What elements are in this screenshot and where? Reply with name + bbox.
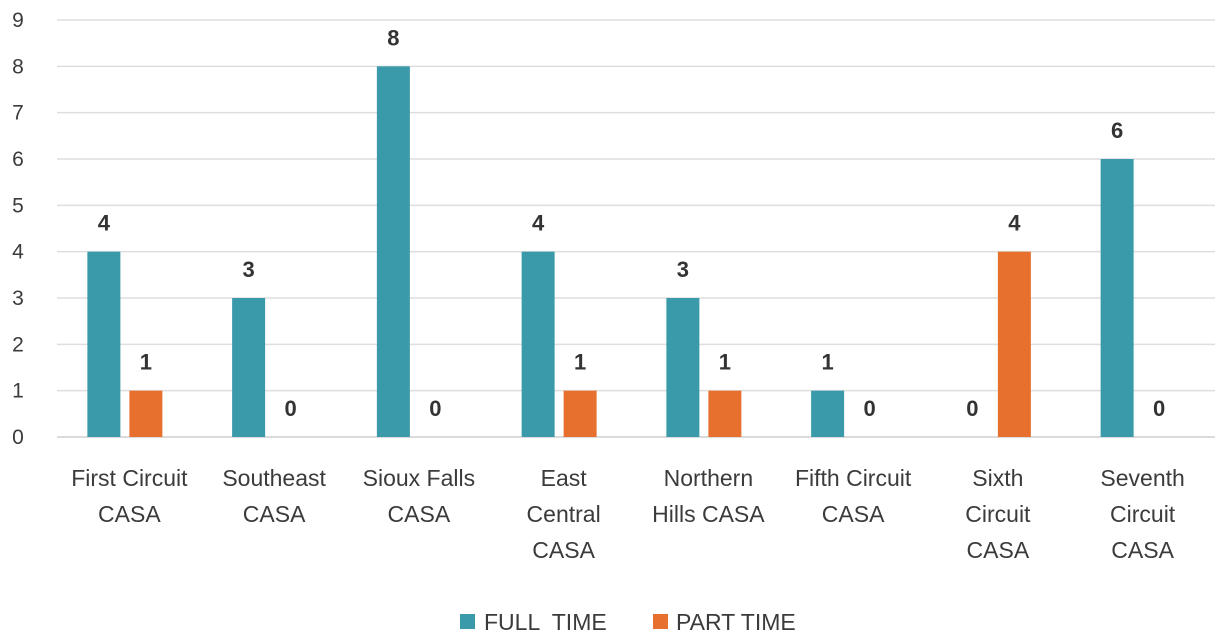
y-tick-label: 7 [12,102,24,125]
x-tick-label: East Central CASA [527,465,601,563]
x-tick-label: Sixth Circuit CASA [965,465,1031,563]
x-tick-label-line: Sioux Falls [363,465,475,491]
bar [708,390,742,437]
data-label: 3 [243,257,255,282]
legend-swatch [653,614,668,629]
x-tick-label-line: Central [527,501,601,527]
data-label: 4 [1008,211,1021,236]
x-tick-label-line: CASA [822,501,885,527]
x-tick-label-line: First Circuit [71,465,188,491]
x-tick-label-line: CASA [532,537,595,563]
y-tick-label: 5 [12,194,24,217]
legend-label: FULL TIME [484,609,607,635]
y-axis-ticks: 0 1 2 3 4 5 6 7 8 9 [12,9,24,449]
bar [232,298,266,437]
gridlines [57,19,1215,438]
x-tick-label: Southeast CASA [222,465,326,527]
bar [521,251,555,437]
bar [1100,159,1134,437]
data-label: 4 [532,211,545,236]
bar [666,298,700,437]
y-tick-label: 2 [12,333,24,356]
x-tick-label: Northern Hills CASA [652,465,765,527]
bar [87,251,121,437]
x-tick-label-line: CASA [243,501,306,527]
data-label: 0 [429,396,441,421]
data-label: 1 [822,350,834,375]
bar [129,390,163,437]
x-tick-label-line: CASA [1111,537,1174,563]
x-tick-label-line: CASA [388,501,451,527]
x-tick-label: Sioux Falls CASA [363,465,475,527]
x-tick-label-line: CASA [967,537,1030,563]
x-tick-label-line: Fifth Circuit [795,465,912,491]
bar [376,66,410,437]
data-label: 0 [285,396,297,421]
x-tick-label-line: CASA [98,501,161,527]
x-tick-label: Fifth Circuit CASA [795,465,912,527]
legend: FULL TIME PART TIME [460,609,796,635]
bar [563,390,597,437]
x-tick-label-line: Circuit [1110,501,1176,527]
x-tick-label-line: Hills CASA [652,501,765,527]
legend-swatch [460,614,475,629]
bar [997,251,1031,437]
y-tick-label: 4 [12,241,24,264]
x-tick-label-line: Seventh [1100,465,1184,491]
y-tick-label: 6 [12,148,24,171]
legend-label: PART TIME [676,609,796,635]
data-labels: 4 3 8 4 3 1 0 6 1 0 0 1 1 0 4 0 [98,25,1166,421]
x-tick-label: First Circuit CASA [71,465,188,527]
data-label: 0 [1153,396,1165,421]
data-label: 1 [140,350,152,375]
y-tick-label: 8 [12,55,24,78]
y-tick-label: 1 [12,380,24,403]
data-label: 1 [719,350,731,375]
data-label: 4 [98,211,111,236]
y-tick-label: 9 [12,9,24,32]
x-tick-label-line: Southeast [222,465,326,491]
x-tick-label-line: Northern [664,465,753,491]
x-tick-label-line: East [541,465,588,491]
data-label: 0 [864,396,876,421]
y-tick-label: 3 [12,287,24,310]
bars [87,66,1134,437]
x-tick-label: Seventh Circuit CASA [1100,465,1184,563]
x-tick-label-line: Circuit [965,501,1031,527]
data-label: 3 [677,257,689,282]
data-label: 6 [1111,118,1123,143]
y-tick-label: 0 [12,426,24,449]
bar [811,390,845,437]
x-tick-label-line: Sixth [972,465,1023,491]
data-label: 1 [574,350,586,375]
data-label: 0 [966,396,978,421]
data-label: 8 [387,25,399,50]
